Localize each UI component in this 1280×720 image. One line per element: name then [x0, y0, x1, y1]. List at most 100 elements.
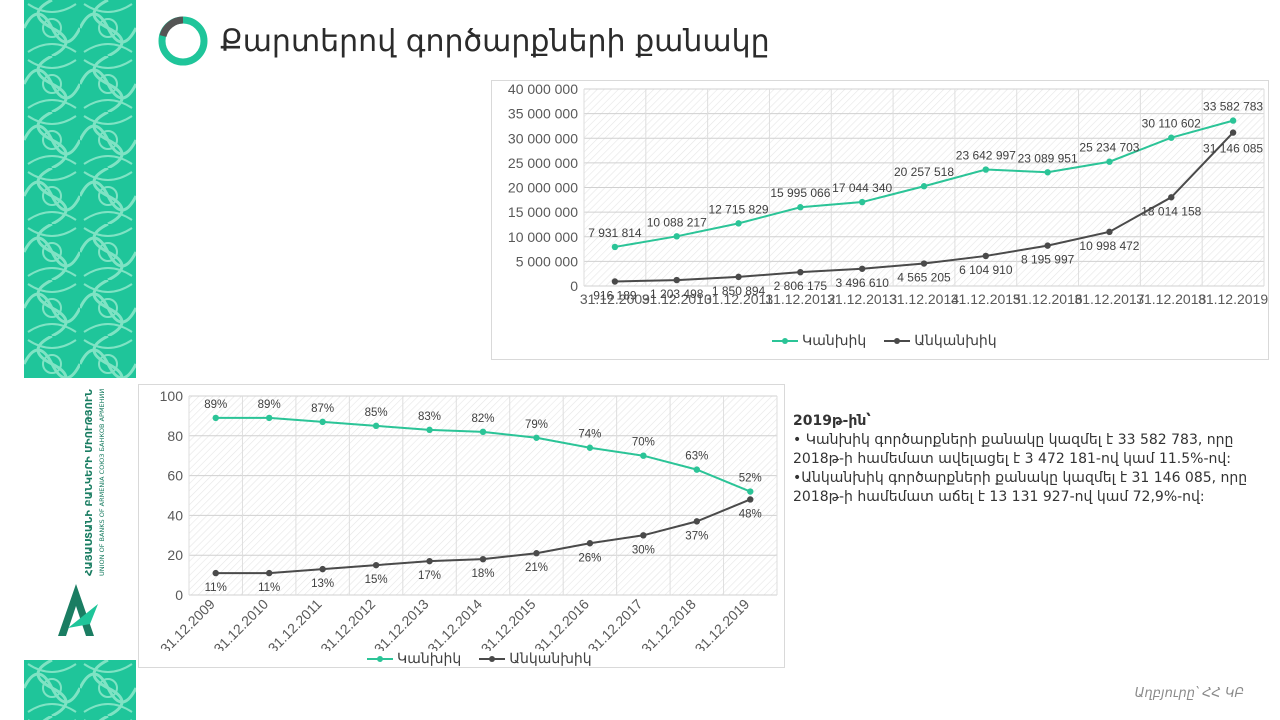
count-chart-legend: Կանխիկ Անկանխիկ: [772, 332, 997, 349]
x-tick-label: 31.12.2011: [265, 596, 325, 651]
data-label: 18%: [471, 568, 494, 580]
data-point: [479, 555, 487, 563]
y-tick-label: 35 000 000: [508, 106, 578, 122]
x-tick-label: 31.12.2013: [827, 291, 897, 307]
data-point: [319, 565, 326, 573]
data-label: 12 715 829: [709, 202, 769, 216]
logo-area: ՀԱՅԱՍՏԱՆԻ ԲԱՆԿԵՐԻ ՄԻՈՒԹՅՈՒՆ UNION OF BAN…: [24, 378, 136, 660]
legend-label-cash: Կանխիկ: [802, 332, 867, 348]
x-tick-label: 31.12.2011: [704, 291, 773, 307]
data-point: [319, 418, 326, 426]
data-point: [693, 466, 701, 473]
x-tick-label: 31.12.2019: [1198, 291, 1268, 307]
title-ring-icon: [158, 16, 208, 66]
data-label: 37%: [685, 530, 708, 542]
data-label: 82%: [471, 413, 494, 425]
page-title: Քարտերով գործարքների քանակը: [220, 24, 770, 59]
count-chart: 0 5 000 000 10 000 000 15 000 000 20 000 000…: [491, 80, 1269, 360]
x-tick-label: 31.12.2016: [531, 596, 592, 651]
legend-label-cashless: Անկանխիկ: [914, 332, 997, 348]
data-label: 89%: [258, 399, 281, 411]
data-label: 17%: [418, 570, 441, 582]
data-label: 6 104 910: [959, 263, 1013, 277]
data-label: 13%: [311, 578, 334, 590]
legend-item-cashless-share: Անկանխիկ: [479, 650, 592, 667]
legend-item-cash: Կանխիկ: [772, 332, 866, 349]
data-label: 48%: [739, 508, 762, 520]
commentary-bullet-cash: • Կանխիկ գործարքների քանակը կազմել է 33 …: [793, 432, 1234, 467]
logo-text-line1: ՀԱՅԱՍՏԱՆԻ ԲԱՆԿԵՐԻ ՄԻՈՒԹՅՈՒՆ: [84, 389, 95, 576]
legend-item-cash-share: Կանխիկ: [367, 650, 461, 667]
share-chart-legend: Կանխիկ Անկանխիկ: [367, 650, 592, 667]
y-tick-label: 20 000 000: [508, 180, 578, 196]
y-tick-label: 0: [570, 278, 578, 294]
data-point: [747, 496, 754, 503]
count-chart-plot: 0 5 000 000 10 000 000 15 000 000 20 000 000…: [508, 81, 1268, 307]
data-point: [735, 220, 742, 227]
data-label: 10 088 217: [647, 215, 707, 229]
data-point: [372, 561, 380, 569]
data-label: 63%: [685, 451, 708, 463]
data-label: 74%: [578, 429, 601, 441]
data-label: 31 146 085: [1203, 142, 1263, 156]
data-point: [1168, 134, 1175, 141]
data-label: 11%: [205, 582, 227, 594]
x-tick-label: 31.12.2017: [1074, 291, 1144, 307]
y-tick-label: 60: [167, 468, 183, 484]
data-label: 87%: [311, 403, 334, 415]
data-label: 89%: [204, 399, 227, 411]
x-tick-label: 31.12.2012: [765, 291, 835, 307]
data-point: [982, 252, 990, 260]
data-label: 70%: [632, 437, 655, 449]
data-label: 20 257 518: [894, 165, 954, 179]
data-point: [1229, 129, 1237, 136]
legend-label-cashless-share: Անկանխիկ: [509, 650, 592, 666]
data-label: 11%: [258, 582, 280, 594]
decorative-pattern-bottom: [24, 660, 136, 720]
data-label: 85%: [365, 407, 388, 419]
legend-label-cash-share: Կանխիկ: [397, 650, 462, 666]
data-label: 8 195 997: [1021, 253, 1075, 267]
data-point: [920, 183, 928, 190]
y-tick-label: 0: [175, 587, 183, 603]
legend-marker-cashless: [884, 336, 911, 346]
data-label: 23 642 997: [956, 149, 1016, 163]
x-tick-label: 31.12.2014: [424, 596, 485, 651]
y-tick-label: 15 000 000: [508, 204, 578, 220]
x-tick-label: 31.12.2015: [951, 291, 1021, 307]
decorative-pattern-top: [24, 0, 136, 378]
data-point: [586, 444, 594, 451]
commentary: 2019թ-ին՝ • Կանխիկ գործարքների քանակը կա…: [793, 412, 1253, 507]
data-label: 2 806 175: [774, 279, 828, 293]
logo-text-line2: UNION OF BANKS OF ARMENIA СОЮЗ БАНКОВ АР…: [98, 389, 106, 576]
y-tick-label: 10 000 000: [508, 229, 578, 245]
x-tick-label: 31.12.2009: [580, 291, 650, 307]
data-point: [858, 265, 866, 272]
data-point: [797, 204, 804, 211]
x-tick-label: 31.12.2016: [1013, 291, 1083, 307]
x-tick-label: 31.12.2013: [371, 596, 432, 651]
data-point: [372, 422, 380, 430]
y-tick-label: 5 000 000: [516, 253, 578, 269]
data-label: 4 565 205: [897, 271, 951, 285]
data-point: [673, 276, 680, 284]
data-label: 25 234 703: [1079, 141, 1139, 155]
data-label: 17 044 340: [832, 181, 892, 195]
plot-background: [189, 396, 777, 595]
y-tick-label: 30 000 000: [508, 130, 578, 146]
data-point: [611, 243, 619, 251]
data-point: [611, 278, 619, 285]
y-tick-label: 80: [167, 428, 183, 444]
data-label: 30 110 602: [1142, 117, 1201, 131]
pattern-svg-top: [24, 0, 136, 378]
data-point: [586, 540, 594, 547]
y-tick-label: 20: [167, 547, 183, 563]
data-label: 26%: [578, 552, 601, 564]
x-tick-label: 31.12.2015: [478, 596, 539, 651]
data-label: 52%: [739, 473, 762, 485]
data-point: [693, 518, 701, 525]
data-label: 21%: [525, 562, 548, 574]
data-point: [982, 166, 990, 173]
share-chart: 0 20 40 60 80 100 31.12.2009 31.12.2010 31.12.20…: [138, 384, 785, 668]
union-of-banks-logo: ՀԱՅԱՍՏԱՆԻ ԲԱՆԿԵՐԻ ՄԻՈՒԹՅՈՒՆ UNION OF BAN…: [58, 389, 106, 636]
